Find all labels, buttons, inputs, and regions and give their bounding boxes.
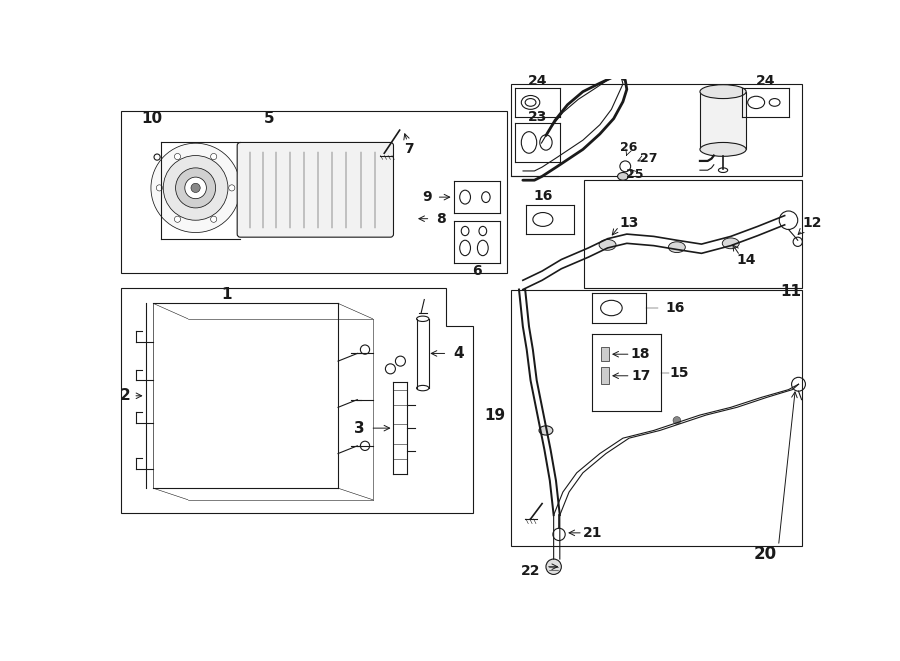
- Text: 19: 19: [485, 408, 506, 422]
- Text: 6: 6: [472, 264, 482, 278]
- Ellipse shape: [700, 85, 746, 98]
- Text: 27: 27: [640, 152, 657, 165]
- Circle shape: [229, 185, 235, 191]
- Text: 2: 2: [121, 388, 130, 403]
- Text: 25: 25: [626, 167, 644, 180]
- Bar: [601, 368, 609, 384]
- Circle shape: [211, 153, 217, 159]
- Circle shape: [157, 185, 163, 191]
- Text: 22: 22: [521, 564, 540, 578]
- Text: 20: 20: [754, 545, 777, 563]
- Circle shape: [184, 177, 206, 199]
- Text: 8: 8: [436, 212, 446, 225]
- Bar: [601, 347, 609, 361]
- Ellipse shape: [617, 173, 628, 180]
- Circle shape: [176, 168, 216, 208]
- Text: 11: 11: [780, 284, 801, 299]
- Text: 4: 4: [454, 346, 464, 361]
- Text: 24: 24: [756, 74, 775, 88]
- Ellipse shape: [599, 239, 616, 251]
- Circle shape: [175, 216, 181, 222]
- Circle shape: [191, 183, 200, 192]
- Circle shape: [211, 216, 217, 222]
- Text: 16: 16: [665, 301, 685, 315]
- Ellipse shape: [700, 143, 746, 156]
- Ellipse shape: [723, 238, 739, 249]
- Text: 23: 23: [527, 110, 547, 124]
- Text: 18: 18: [631, 347, 651, 361]
- Ellipse shape: [669, 242, 685, 253]
- Text: 24: 24: [527, 74, 547, 88]
- FancyBboxPatch shape: [238, 143, 393, 237]
- Text: 10: 10: [141, 111, 162, 126]
- Text: 12: 12: [803, 216, 822, 230]
- Circle shape: [546, 559, 562, 574]
- Text: 13: 13: [619, 215, 639, 229]
- Text: 21: 21: [582, 526, 602, 540]
- Bar: [700, 92, 746, 149]
- Text: 9: 9: [423, 190, 432, 204]
- Text: 1: 1: [221, 287, 231, 301]
- Text: 16: 16: [533, 188, 553, 202]
- Text: 3: 3: [355, 420, 365, 436]
- Text: 15: 15: [669, 366, 689, 379]
- Circle shape: [673, 416, 680, 424]
- Text: 26: 26: [620, 141, 638, 155]
- Circle shape: [151, 143, 240, 233]
- Ellipse shape: [539, 426, 553, 435]
- Text: 7: 7: [404, 142, 414, 157]
- Text: 5: 5: [264, 111, 274, 126]
- Text: 17: 17: [631, 369, 651, 383]
- Circle shape: [175, 153, 181, 159]
- Circle shape: [163, 155, 228, 220]
- Text: 14: 14: [736, 253, 756, 267]
